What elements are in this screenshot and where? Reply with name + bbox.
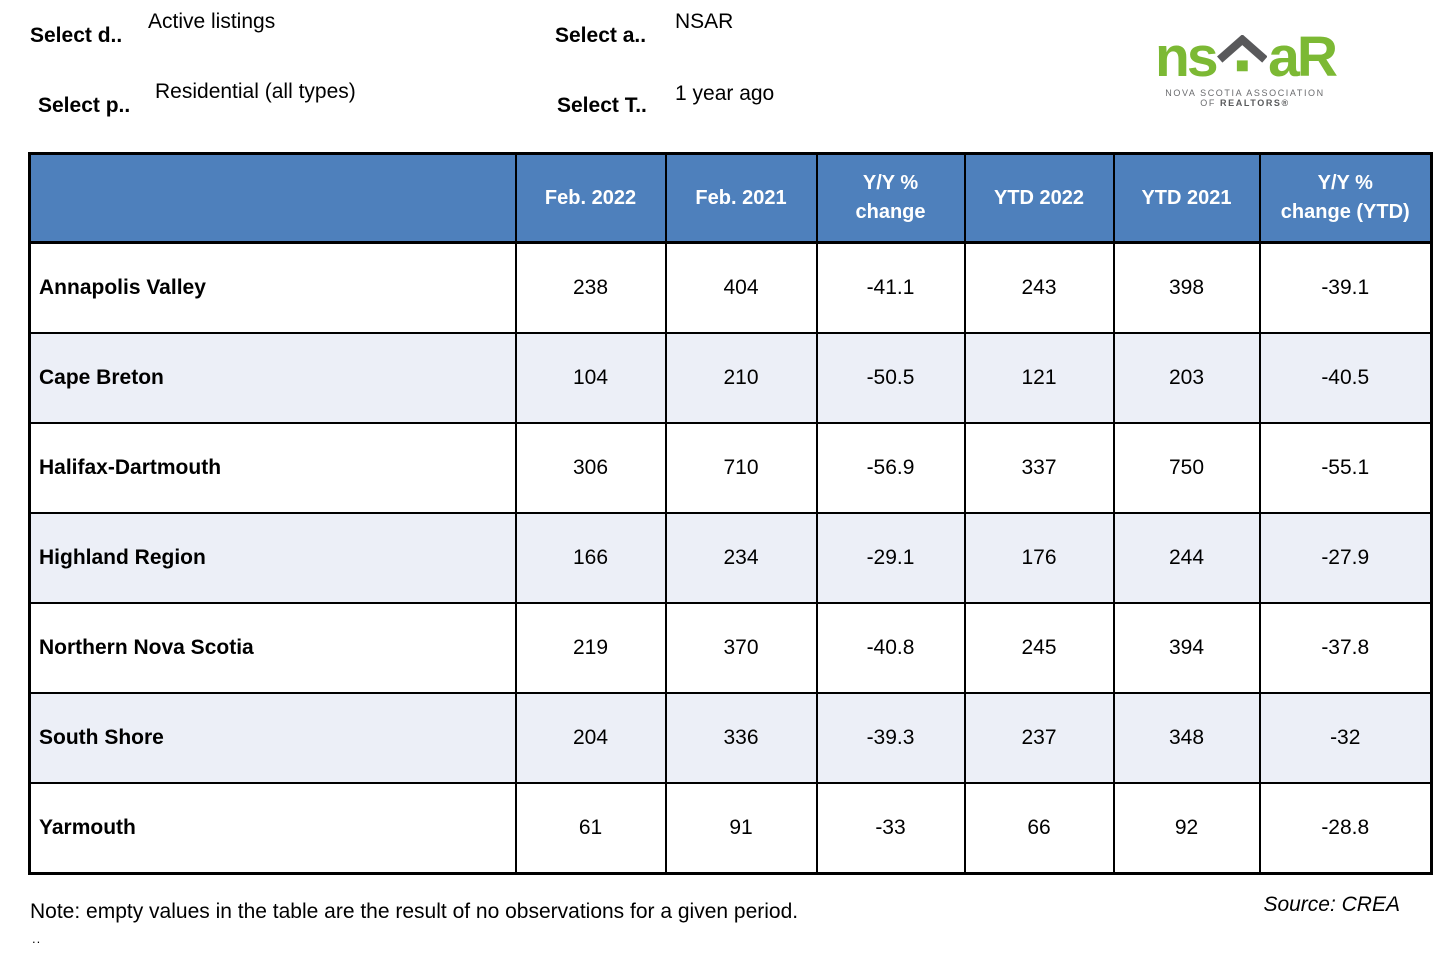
value-cell: -32 bbox=[1258, 692, 1433, 784]
value-cell: -33 bbox=[815, 782, 966, 875]
value-cell: 104 bbox=[514, 332, 667, 424]
corner-cell bbox=[28, 152, 517, 244]
table-row: South Shore 204 336 -39.3 237 348 -32 bbox=[28, 692, 1433, 784]
filter-time-dropdown[interactable]: 1 year ago bbox=[675, 82, 775, 105]
nsar-logo: ns aR NOVA SCOTIA ASSOCIATION OF REALTOR… bbox=[1155, 25, 1338, 109]
filter-time-label: Select T.. bbox=[557, 94, 647, 117]
region-cell: Cape Breton bbox=[28, 332, 517, 424]
value-cell: -39.3 bbox=[815, 692, 966, 784]
value-cell: 91 bbox=[664, 782, 818, 875]
value-cell: 370 bbox=[664, 602, 818, 694]
value-cell: -39.1 bbox=[1258, 241, 1433, 334]
col-header-yy-change: Y/Y % change bbox=[815, 152, 966, 244]
value-cell: 66 bbox=[963, 782, 1115, 875]
value-cell: -40.5 bbox=[1258, 332, 1433, 424]
table-header-row: Feb. 2022 Feb. 2021 Y/Y % change YTD 202… bbox=[28, 152, 1433, 244]
filter-area-dropdown[interactable]: NSAR bbox=[675, 10, 734, 33]
value-cell: 92 bbox=[1112, 782, 1261, 875]
value-cell: 306 bbox=[514, 422, 667, 514]
value-cell: 237 bbox=[963, 692, 1115, 784]
house-roof-icon bbox=[1216, 35, 1268, 72]
value-cell: 244 bbox=[1112, 512, 1261, 604]
filter-property-label: Select p.. bbox=[38, 94, 131, 117]
table-row: Halifax-Dartmouth 306 710 -56.9 337 750 -55.1 bbox=[28, 422, 1433, 514]
value-cell: -40.8 bbox=[815, 602, 966, 694]
logo-text-ns: ns bbox=[1155, 25, 1219, 89]
filter-data-label: Select d.. bbox=[30, 24, 123, 47]
value-cell: 336 bbox=[664, 692, 818, 784]
nsar-logo-wordmark: ns aR bbox=[1155, 25, 1338, 89]
value-cell: 210 bbox=[664, 332, 818, 424]
value-cell: 176 bbox=[963, 512, 1115, 604]
value-cell: 337 bbox=[963, 422, 1115, 514]
col-header-ytd-2022: YTD 2022 bbox=[963, 152, 1115, 244]
value-cell: -27.9 bbox=[1258, 512, 1433, 604]
region-cell: Yarmouth bbox=[28, 782, 517, 875]
table-row: Highland Region 166 234 -29.1 176 244 -27.9 bbox=[28, 512, 1433, 604]
value-cell: 219 bbox=[514, 602, 667, 694]
filter-property-dropdown[interactable]: Residential (all types) bbox=[155, 80, 356, 103]
region-cell: Annapolis Valley bbox=[28, 241, 517, 334]
region-cell: Northern Nova Scotia bbox=[28, 602, 517, 694]
region-cell: Highland Region bbox=[28, 512, 517, 604]
logo-caption-line2: OF REALTORS® bbox=[1200, 98, 1290, 108]
region-cell: South Shore bbox=[28, 692, 517, 784]
value-cell: 404 bbox=[664, 241, 818, 334]
region-cell: Halifax-Dartmouth bbox=[28, 422, 517, 514]
value-cell: -29.1 bbox=[815, 512, 966, 604]
table-row: Yarmouth 61 91 -33 66 92 -28.8 bbox=[28, 782, 1433, 875]
value-cell: 234 bbox=[664, 512, 818, 604]
source-credit: Source: CREA bbox=[1263, 893, 1400, 916]
value-cell: -56.9 bbox=[815, 422, 966, 514]
table-row: Northern Nova Scotia 219 370 -40.8 245 394 -37… bbox=[28, 602, 1433, 694]
col-header-feb-2022: Feb. 2022 bbox=[514, 152, 667, 244]
table-row: Cape Breton 104 210 -50.5 121 203 -40.5 bbox=[28, 332, 1433, 424]
value-cell: 204 bbox=[514, 692, 667, 784]
value-cell: 348 bbox=[1112, 692, 1261, 784]
value-cell: 710 bbox=[664, 422, 818, 514]
value-cell: 398 bbox=[1112, 241, 1261, 334]
footnote: Note: empty values in the table are the … bbox=[30, 900, 799, 923]
col-header-feb-2021: Feb. 2021 bbox=[664, 152, 818, 244]
value-cell: 203 bbox=[1112, 332, 1261, 424]
logo-text-ar: aR bbox=[1268, 25, 1338, 89]
listings-stats-table: Feb. 2022 Feb. 2021 Y/Y % change YTD 202… bbox=[28, 152, 1433, 875]
value-cell: -41.1 bbox=[815, 241, 966, 334]
value-cell: 394 bbox=[1112, 602, 1261, 694]
value-cell: 238 bbox=[514, 241, 667, 334]
value-cell: -55.1 bbox=[1258, 422, 1433, 514]
value-cell: -28.8 bbox=[1258, 782, 1433, 875]
value-cell: 61 bbox=[514, 782, 667, 875]
logo-caption-line1: NOVA SCOTIA ASSOCIATION bbox=[1165, 88, 1325, 98]
value-cell: 166 bbox=[514, 512, 667, 604]
value-cell: -50.5 bbox=[815, 332, 966, 424]
value-cell: 243 bbox=[963, 241, 1115, 334]
filter-data-dropdown[interactable]: Active listings bbox=[148, 10, 276, 33]
value-cell: -37.8 bbox=[1258, 602, 1433, 694]
value-cell: 245 bbox=[963, 602, 1115, 694]
table-body: Annapolis Valley 238 404 -41.1 243 398 -39.1 Ca… bbox=[28, 241, 1433, 875]
col-header-ytd-2021: YTD 2021 bbox=[1112, 152, 1261, 244]
value-cell: 750 bbox=[1112, 422, 1261, 514]
value-cell: 121 bbox=[963, 332, 1115, 424]
filter-area-label: Select a.. bbox=[555, 24, 647, 47]
col-header-yy-change-ytd: Y/Y % change (YTD) bbox=[1258, 152, 1433, 244]
table-row: Annapolis Valley 238 404 -41.1 243 398 -39.1 bbox=[28, 241, 1433, 334]
footnote-ellipsis: .. bbox=[32, 931, 42, 946]
